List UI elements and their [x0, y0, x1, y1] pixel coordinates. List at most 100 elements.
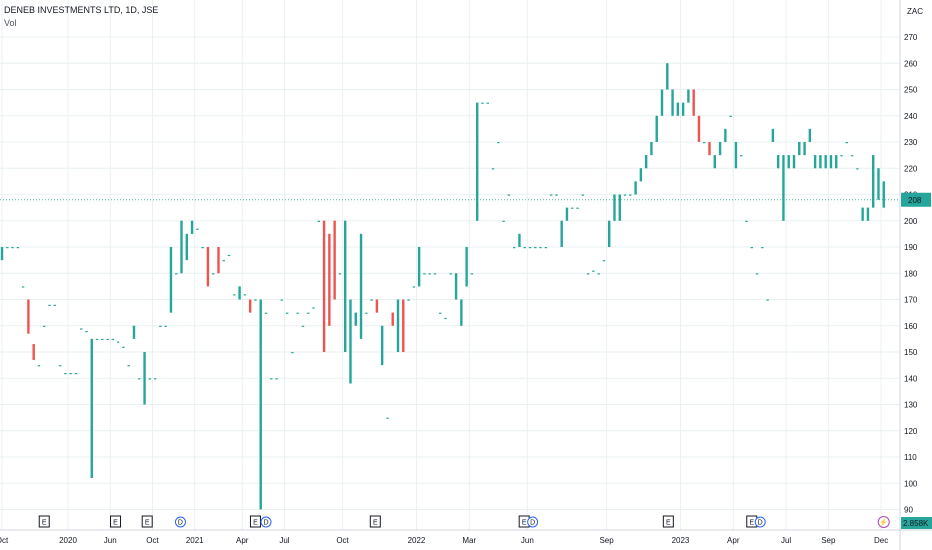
earnings-label: E — [253, 520, 258, 527]
candle — [312, 307, 315, 309]
candle — [64, 373, 67, 375]
y-tick-label: 90 — [904, 506, 913, 515]
candle — [523, 247, 526, 249]
earnings-marker[interactable] — [662, 515, 674, 528]
candle — [285, 312, 289, 314]
earnings-label: E — [666, 520, 671, 527]
candle — [729, 115, 732, 117]
y-tick-label: 270 — [904, 33, 918, 42]
candle — [116, 341, 120, 343]
candle — [481, 102, 484, 104]
dividend-marker[interactable] — [527, 516, 539, 528]
earnings-label: E — [522, 520, 527, 527]
dividend-marker[interactable] — [754, 516, 766, 528]
x-tick-label: Apr — [236, 536, 249, 545]
candle — [644, 155, 648, 169]
candle — [597, 273, 600, 275]
x-tick-label: 2022 — [408, 536, 426, 545]
candle — [512, 247, 516, 249]
earnings-marker[interactable] — [369, 515, 381, 528]
volume-value: 2.858K — [903, 519, 929, 528]
candle — [159, 325, 162, 327]
earnings-label: E — [145, 520, 150, 527]
candle — [497, 142, 500, 144]
candle — [307, 312, 310, 314]
candle — [37, 365, 41, 367]
candle — [43, 325, 46, 327]
y-tick-label: 250 — [904, 86, 918, 95]
candle — [734, 142, 738, 169]
candle — [122, 346, 125, 348]
candle — [602, 260, 606, 262]
candle — [655, 115, 658, 142]
candle — [882, 181, 885, 208]
candle — [502, 220, 505, 222]
candle — [90, 338, 93, 478]
y-tick-label: 150 — [904, 348, 918, 357]
candle — [264, 312, 268, 314]
candle — [660, 89, 664, 116]
candle — [618, 194, 621, 221]
y-tick-label: 240 — [904, 112, 918, 121]
candle — [771, 128, 775, 142]
candle — [333, 220, 336, 300]
earnings-marker[interactable] — [249, 515, 261, 528]
y-tick-label: 180 — [904, 269, 918, 278]
candle — [866, 207, 870, 221]
volume-label: Vol — [4, 18, 17, 28]
candle — [80, 328, 83, 330]
dividend-marker[interactable] — [260, 516, 272, 528]
candle — [85, 331, 88, 333]
candle — [629, 194, 632, 196]
candle — [243, 294, 247, 296]
candle — [344, 220, 347, 352]
dividend-marker[interactable] — [174, 516, 186, 528]
earnings-marker[interactable] — [110, 515, 122, 528]
x-tick-label: Jun — [521, 536, 534, 545]
candle — [634, 181, 637, 195]
candle — [338, 273, 342, 275]
candle — [639, 168, 643, 182]
candle — [476, 102, 479, 221]
candle — [396, 299, 400, 352]
candle — [755, 273, 759, 275]
candle — [877, 168, 880, 200]
candle — [740, 155, 743, 157]
candle — [423, 273, 426, 275]
candle — [792, 155, 796, 169]
dividend-label: D — [530, 520, 535, 527]
candle — [549, 194, 553, 196]
x-tick-label: Apr — [727, 536, 740, 545]
last-price-value: 208 — [908, 196, 922, 205]
candle — [375, 299, 379, 313]
candle — [835, 155, 838, 169]
candle — [703, 142, 706, 144]
split-marker[interactable] — [877, 516, 890, 528]
candle — [782, 155, 785, 221]
candle — [766, 299, 769, 301]
earnings-marker[interactable] — [38, 515, 50, 528]
candle — [787, 155, 790, 169]
candle — [169, 247, 173, 313]
x-tick-label: Sep — [821, 536, 836, 545]
x-tick-label: Mar — [462, 536, 476, 545]
candle — [349, 299, 352, 384]
candle — [106, 338, 109, 341]
split-label: ⚡ — [879, 518, 888, 527]
candle — [222, 260, 225, 262]
candle — [101, 338, 104, 341]
candle — [761, 247, 764, 249]
symbol-title: DENEB INVESTMENTS LTD, 1D, JSE — [4, 5, 159, 15]
candle — [856, 168, 859, 170]
candle — [439, 312, 442, 314]
candle — [0, 247, 4, 261]
candle — [850, 155, 854, 157]
y-tick-label: 110 — [904, 453, 917, 462]
candle — [845, 142, 848, 144]
earnings-marker[interactable] — [141, 515, 153, 528]
candle — [750, 247, 753, 249]
earnings-label: E — [42, 520, 47, 527]
candle — [819, 155, 822, 169]
candle — [565, 207, 569, 221]
